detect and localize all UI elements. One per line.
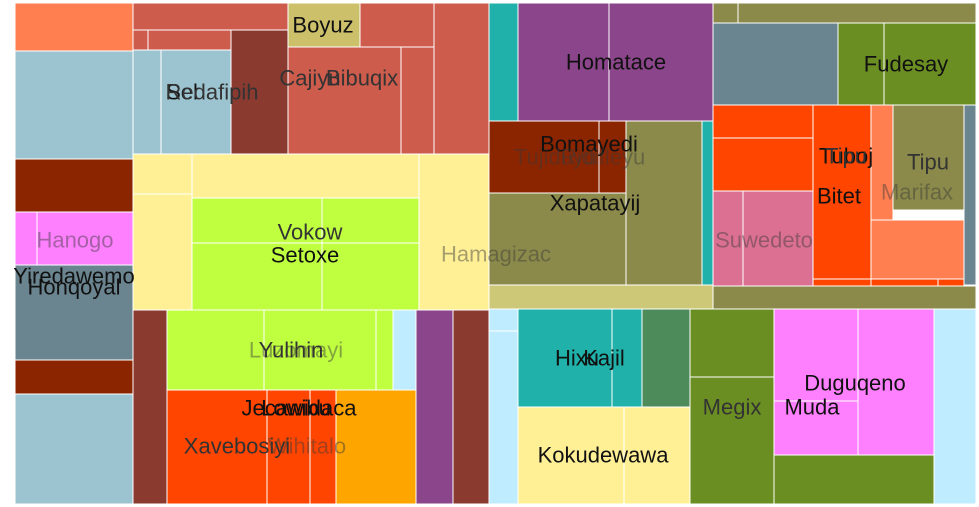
- treemap-cells: [14, 2, 977, 505]
- treemap-cell: [598, 120, 627, 194]
- treemap-cell: [14, 393, 134, 505]
- treemap-cell: [870, 219, 965, 280]
- treemap-cell: [883, 22, 977, 106]
- treemap-cell: [263, 309, 377, 391]
- treemap-cell: [132, 153, 193, 195]
- treemap-cell: [160, 49, 232, 155]
- treemap-cell: [742, 190, 814, 287]
- treemap-cell: [625, 120, 703, 286]
- treemap-cell: [14, 264, 134, 361]
- treemap-cell: [689, 376, 775, 505]
- treemap-cell: [611, 308, 643, 408]
- treemap-cell: [737, 2, 977, 24]
- treemap-cell: [773, 400, 859, 456]
- treemap-cell: [488, 192, 627, 286]
- treemap-cell: [870, 104, 894, 221]
- treemap-cell: [712, 104, 814, 139]
- treemap-cell: [488, 330, 519, 505]
- treemap-cell: [418, 153, 490, 311]
- treemap-cell: [812, 278, 872, 287]
- treemap-cell: [488, 120, 600, 194]
- treemap-cell: [132, 49, 162, 155]
- treemap-cell: [309, 389, 337, 505]
- treemap-cell: [892, 104, 965, 211]
- treemap-cell: [517, 406, 625, 505]
- treemap-cell: [321, 242, 420, 311]
- treemap-cell: [712, 285, 977, 310]
- treemap-cell: [933, 308, 977, 505]
- treemap-cell: [773, 308, 859, 402]
- treemap-cell: [14, 158, 134, 213]
- treemap-cell: [321, 197, 420, 244]
- treemap-cell: [287, 2, 361, 48]
- treemap-cell: [517, 2, 610, 122]
- treemap-cell: [287, 46, 402, 155]
- treemap-cell: [488, 284, 714, 310]
- treemap-cell: [963, 104, 977, 286]
- treemap-cell: [132, 29, 149, 51]
- treemap-cell: [712, 137, 814, 192]
- treemap-cell: [14, 50, 134, 160]
- treemap-cell: [415, 309, 454, 505]
- treemap-cell: [132, 309, 168, 505]
- treemap-cell: [712, 190, 744, 287]
- treemap-cell: [191, 242, 323, 311]
- treemap-cell: [712, 2, 739, 24]
- treemap-cell: [701, 120, 714, 286]
- treemap-cell: [488, 308, 519, 332]
- treemap-cell: [400, 46, 435, 155]
- treemap-cell: [14, 2, 134, 52]
- treemap-cell: [36, 211, 134, 266]
- treemap-cell: [359, 2, 435, 48]
- treemap-cell: [147, 29, 232, 51]
- treemap-cell: [266, 389, 311, 505]
- treemap-cell: [433, 2, 490, 155]
- treemap-cell: [166, 309, 265, 391]
- treemap-cell: [689, 308, 775, 378]
- treemap-cell: [773, 454, 935, 505]
- treemap-cell: [230, 29, 289, 155]
- treemap-cell: [14, 211, 38, 266]
- treemap-cell: [857, 308, 935, 456]
- treemap-cell: [837, 22, 885, 106]
- treemap-cell: [623, 406, 691, 505]
- treemap-cell: [641, 308, 691, 408]
- treemap-cell: [191, 197, 323, 244]
- treemap-cell: [392, 309, 417, 391]
- treemap-cell: [132, 193, 193, 311]
- treemap-cell: [191, 153, 420, 199]
- treemap-cell: [166, 389, 268, 505]
- treemap-cell: [375, 309, 394, 391]
- treemap-cell: [132, 2, 289, 31]
- treemap-cell: [335, 389, 417, 505]
- treemap-cell: [608, 2, 714, 122]
- treemap-cell: [812, 104, 872, 280]
- treemap-cell: [712, 22, 839, 106]
- treemap-cell: [488, 2, 519, 122]
- treemap-cell: [517, 308, 613, 408]
- treemap-cell: [14, 359, 134, 395]
- treemap-cell: [937, 278, 965, 287]
- treemap-cell: [452, 309, 490, 505]
